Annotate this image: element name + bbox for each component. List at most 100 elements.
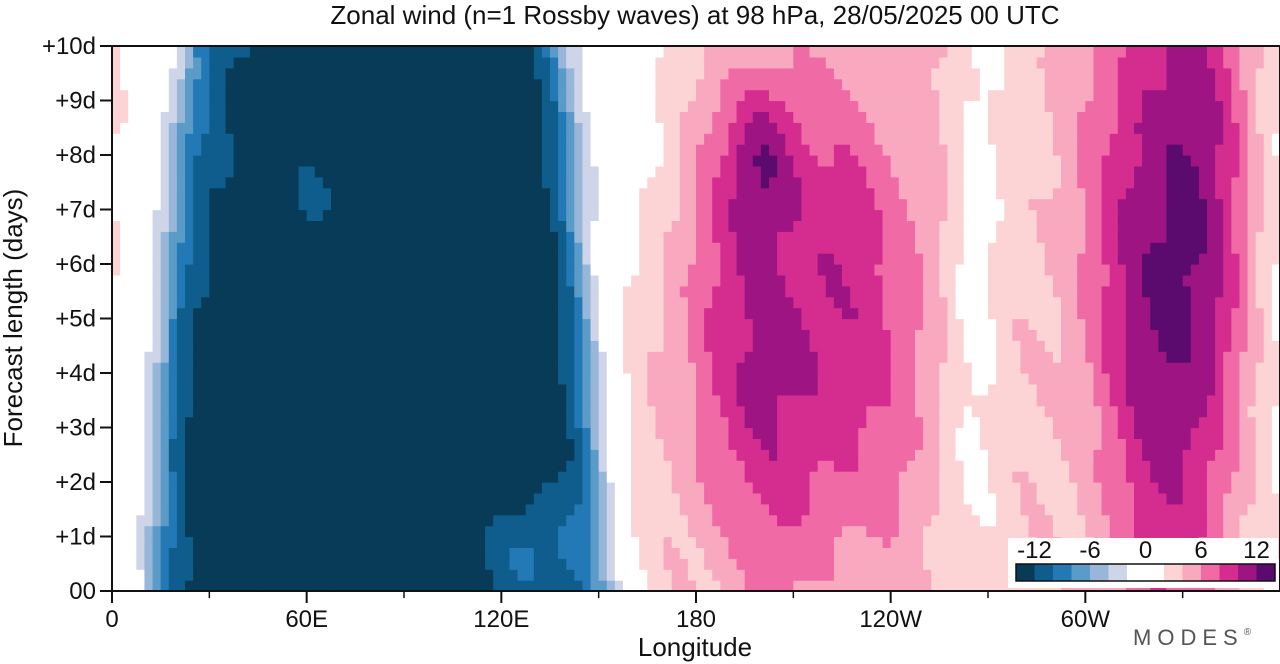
field-cell: [274, 438, 283, 450]
field-cell: [1255, 318, 1265, 330]
field-cell: [558, 373, 567, 385]
field-cell: [525, 318, 535, 330]
field-cell: [1198, 340, 1208, 352]
field-cell: [120, 307, 129, 320]
field-cell: [258, 536, 267, 548]
field-cell: [988, 514, 997, 527]
field-cell: [809, 547, 819, 559]
field-cell: [655, 220, 665, 232]
field-cell: [249, 482, 259, 494]
field-cell: [339, 405, 348, 418]
field-cell: [858, 569, 867, 581]
field-cell: [663, 209, 673, 221]
field-cell: [558, 405, 567, 418]
field-cell: [144, 264, 154, 276]
field-cell: [590, 242, 600, 254]
field-cell: [623, 471, 632, 483]
field-cell: [1028, 482, 1038, 494]
field-cell: [558, 536, 567, 548]
field-cell: [160, 296, 170, 309]
field-cell: [558, 503, 567, 516]
field-cell: [671, 438, 681, 450]
field-cell: [517, 329, 527, 341]
field-cell: [1117, 373, 1127, 385]
field-cell: [1061, 383, 1070, 396]
field-cell: [890, 558, 900, 570]
field-cell: [1150, 340, 1159, 352]
field-cell: [136, 427, 146, 439]
field-cell: [1150, 264, 1159, 276]
field-cell: [785, 220, 794, 232]
field-cell: [866, 383, 876, 396]
field-cell: [801, 285, 811, 298]
field-cell: [679, 558, 689, 570]
field-cell: [314, 558, 324, 570]
field-cell: [1044, 503, 1054, 516]
field-cell: [525, 351, 535, 363]
field-cell: [541, 482, 551, 494]
field-cell: [825, 482, 835, 494]
field-cell: [906, 231, 916, 243]
field-cell: [898, 471, 908, 483]
field-cell: [266, 405, 275, 418]
field-cell: [996, 514, 1005, 527]
field-cell: [825, 242, 835, 254]
field-cell: [168, 405, 178, 418]
field-cell: [420, 209, 429, 221]
field-cell: [712, 558, 721, 570]
field-cell: [566, 482, 575, 494]
field-cell: [420, 340, 429, 352]
field-cell: [1239, 405, 1249, 418]
field-cell: [331, 285, 340, 298]
field-cell: [444, 209, 454, 221]
field-cell: [404, 242, 413, 254]
field-cell: [590, 220, 600, 232]
field-cell: [996, 471, 1005, 483]
field-cell: [655, 253, 665, 265]
field-cell: [915, 383, 924, 396]
field-cell: [379, 492, 389, 505]
field-cell: [1150, 242, 1159, 254]
field-cell: [971, 580, 981, 591]
field-cell: [1239, 362, 1249, 374]
field-cell: [858, 351, 867, 363]
field-cell: [793, 416, 803, 429]
field-cell: [614, 383, 624, 396]
field-cell: [1069, 220, 1078, 232]
field-cell: [128, 253, 137, 265]
field-cell: [217, 231, 227, 243]
field-cell: [501, 492, 511, 505]
field-cell: [233, 340, 243, 352]
field-cell: [574, 253, 584, 265]
field-cell: [144, 482, 154, 494]
field-cell: [720, 274, 730, 287]
field-cell: [712, 242, 721, 254]
field-cell: [996, 383, 1005, 396]
field-cell: [322, 427, 332, 439]
field-cell: [168, 438, 178, 450]
field-cell: [152, 373, 162, 385]
field-cell: [1109, 427, 1119, 439]
field-cell: [566, 460, 575, 472]
field-cell: [890, 536, 900, 548]
field-cell: [1207, 438, 1216, 450]
field-cell: [744, 460, 754, 472]
field-cell: [1101, 264, 1111, 276]
field-cell: [379, 427, 389, 439]
field-cell: [655, 285, 665, 298]
field-cell: [582, 253, 592, 265]
field-cell: [274, 405, 283, 418]
field-cell: [915, 318, 924, 330]
field-cell: [347, 394, 356, 407]
field-cell: [769, 329, 778, 341]
field-cell: [550, 536, 559, 548]
field-cell: [793, 296, 803, 309]
field-cell: [249, 242, 259, 254]
field-cell: [858, 285, 867, 298]
field-cell: [890, 253, 900, 265]
field-cell: [1182, 362, 1192, 374]
field-cell: [1101, 449, 1111, 461]
field-cell: [1117, 264, 1127, 276]
field-cell: [785, 209, 794, 221]
field-cell: [558, 471, 567, 483]
